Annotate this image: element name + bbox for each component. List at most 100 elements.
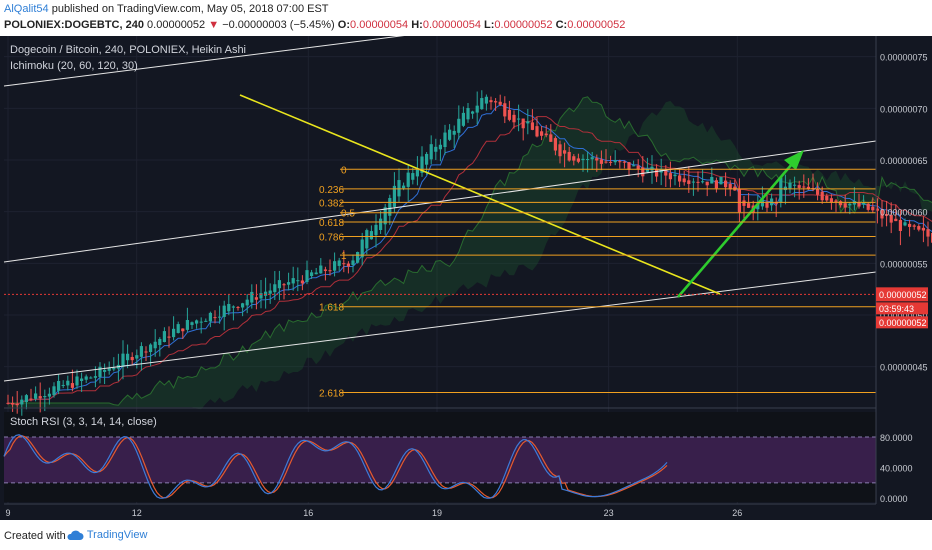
candle-body	[52, 386, 56, 396]
tradingview-brand: TradingView	[86, 529, 148, 541]
author-link[interactable]: AlQalit54	[4, 3, 49, 15]
candle-body	[710, 176, 714, 184]
candle-body	[47, 393, 51, 397]
candle-body	[632, 165, 636, 167]
low-label: L:	[484, 19, 495, 31]
candle-body	[572, 156, 576, 161]
candle-body	[236, 307, 240, 309]
fib-level-label: 0.5	[341, 209, 355, 220]
candle-body	[61, 384, 65, 386]
candle-body	[360, 239, 364, 258]
candle-body	[829, 198, 833, 203]
candle-body	[719, 176, 723, 185]
candle-body	[6, 402, 10, 404]
senkou-span-a	[8, 96, 932, 406]
candle-body	[466, 108, 470, 120]
drawing-tools	[3, 36, 877, 382]
candle-body	[645, 168, 649, 172]
low-value: 0.00000052	[494, 19, 553, 31]
candle-body	[797, 185, 801, 188]
candle-body	[650, 166, 654, 171]
tenkan-line	[7, 104, 932, 405]
fib-level-label: 0.382	[319, 198, 344, 209]
time-tick-label: 19	[432, 508, 442, 518]
candle-body	[475, 105, 479, 113]
candle-body	[75, 376, 79, 386]
price-tick-label: 0.00000070	[880, 104, 928, 114]
candle-body	[369, 231, 373, 240]
candle-body	[190, 322, 194, 325]
candle-body	[576, 158, 580, 162]
candle-body	[356, 252, 360, 263]
candle-body	[38, 396, 42, 399]
chart-title: Dogecoin / Bitcoin, 240, POLONIEX, Heiki…	[10, 44, 246, 56]
candle-body	[673, 174, 677, 177]
time-tick-label: 9	[5, 508, 10, 518]
candle-body	[425, 153, 429, 165]
candle-body	[268, 290, 272, 294]
candle-body	[480, 98, 484, 110]
candle-body	[218, 316, 222, 318]
price-axis[interactable]: 0.00000045 0.00000050 0.00000055 0.00000060…	[880, 53, 928, 373]
price-tick-label: 0.00000075	[880, 53, 928, 63]
last-price: 0.00000052	[147, 19, 206, 31]
candle-body	[139, 346, 143, 357]
candle-body	[503, 103, 507, 117]
candle-body	[622, 161, 626, 163]
candle-body	[742, 200, 746, 206]
candle-body	[834, 200, 838, 202]
candle-body	[448, 129, 452, 140]
candle-body	[29, 398, 33, 400]
candle-body	[599, 159, 603, 164]
candle-body	[664, 170, 668, 176]
candle-body	[461, 112, 465, 126]
time-axis[interactable]: 91216192326May4710141721	[5, 508, 932, 518]
candle-body	[130, 356, 134, 361]
candle-body	[20, 399, 24, 405]
candle-body	[112, 367, 116, 370]
candle-body	[342, 263, 346, 265]
candle-body	[618, 161, 622, 163]
candle-body	[512, 114, 516, 123]
candle-body	[875, 208, 879, 211]
stoch-tick-label: 80.0000	[880, 433, 913, 443]
tradingview-logo[interactable]: TradingView	[66, 529, 147, 541]
candle-body	[443, 132, 447, 148]
candle-body	[103, 369, 107, 372]
candle-body	[98, 366, 102, 377]
fib-level-label: 0.618	[319, 218, 344, 229]
candle-body	[222, 305, 226, 317]
ichimoku-cloud	[7, 96, 932, 410]
candle-body	[701, 181, 705, 183]
channel-middle-line	[3, 140, 877, 263]
candle-body	[328, 270, 332, 272]
candle-body	[365, 230, 369, 249]
candle-body	[282, 284, 286, 286]
stoch-k-line	[3, 434, 668, 499]
candle-body	[553, 138, 557, 151]
close-value: 0.00000052	[567, 19, 626, 31]
candle-body	[788, 182, 792, 189]
candle-body	[291, 278, 295, 284]
stoch-axis[interactable]: 0.0000 40.0000 80.0000	[880, 433, 913, 504]
candle-body	[181, 328, 185, 332]
candle-body	[452, 130, 456, 135]
candle-body	[668, 173, 672, 180]
price-change: −0.00000003 (−5.45%)	[222, 19, 335, 31]
candle-body	[871, 206, 875, 211]
candle-body	[535, 126, 539, 137]
candle-body	[402, 185, 406, 189]
candle-body	[857, 202, 861, 207]
countdown-label: 03:59:43	[879, 304, 914, 314]
candle-body	[609, 161, 613, 163]
stoch-rsi-lines	[3, 434, 876, 499]
candle-body	[195, 320, 199, 324]
candle-body	[296, 280, 300, 282]
candle-body	[885, 214, 889, 216]
candle-body	[862, 202, 866, 205]
candle-body	[149, 344, 153, 353]
candle-body	[277, 280, 281, 289]
candle-body	[259, 293, 263, 299]
